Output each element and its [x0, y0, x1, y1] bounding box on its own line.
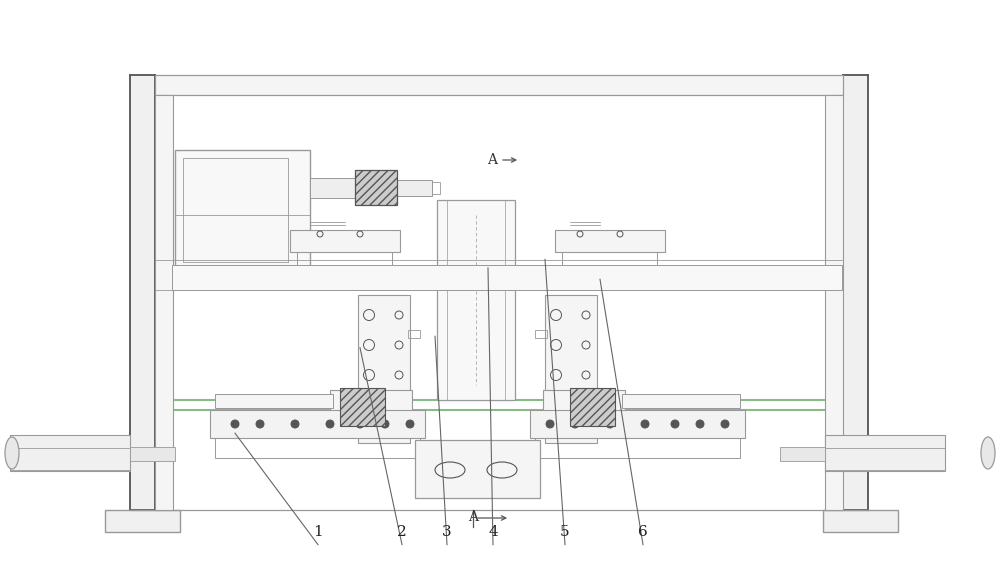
Bar — [10, 435, 130, 471]
Bar — [172, 265, 842, 290]
Text: 1: 1 — [313, 524, 323, 539]
Bar — [630, 428, 740, 434]
Bar — [825, 435, 945, 471]
Circle shape — [546, 420, 554, 428]
Text: 4: 4 — [488, 524, 498, 539]
Bar — [530, 410, 745, 438]
Bar — [543, 390, 625, 424]
Circle shape — [406, 420, 414, 428]
Bar — [215, 420, 333, 427]
Bar — [175, 150, 310, 270]
Bar — [355, 170, 397, 205]
Bar — [10, 448, 130, 470]
Bar — [215, 428, 325, 434]
Bar — [183, 158, 288, 262]
Bar — [215, 438, 420, 458]
Bar — [535, 438, 740, 458]
Circle shape — [671, 420, 679, 428]
Text: A: A — [468, 510, 478, 524]
Circle shape — [606, 420, 614, 428]
Bar — [570, 388, 615, 426]
Bar — [130, 75, 155, 510]
Circle shape — [571, 420, 579, 428]
Text: 2: 2 — [397, 524, 407, 539]
Circle shape — [231, 420, 239, 428]
Bar — [823, 510, 898, 532]
Bar — [210, 410, 425, 438]
Circle shape — [256, 420, 264, 428]
Bar — [555, 230, 665, 252]
Bar — [155, 95, 173, 510]
Bar — [297, 252, 392, 270]
Circle shape — [721, 420, 729, 428]
Bar — [340, 388, 385, 426]
Bar — [622, 420, 740, 427]
Bar — [843, 75, 868, 510]
Bar — [622, 410, 740, 420]
Bar — [432, 182, 440, 194]
Ellipse shape — [981, 437, 995, 469]
Bar — [562, 252, 657, 270]
Bar — [825, 448, 945, 470]
Bar — [330, 390, 412, 424]
Bar — [397, 180, 432, 196]
Circle shape — [356, 420, 364, 428]
Bar — [310, 178, 358, 198]
Circle shape — [641, 420, 649, 428]
Bar — [622, 394, 740, 408]
Bar — [130, 447, 175, 461]
Circle shape — [696, 420, 704, 428]
Text: A: A — [487, 153, 497, 167]
Circle shape — [326, 420, 334, 428]
Text: 6: 6 — [638, 524, 648, 539]
Bar — [437, 200, 515, 400]
Bar — [290, 230, 400, 252]
Bar — [545, 295, 597, 443]
Bar — [155, 75, 843, 95]
Text: 5: 5 — [560, 524, 570, 539]
Bar — [215, 394, 333, 408]
Bar — [408, 330, 420, 338]
Bar — [105, 510, 180, 532]
Bar — [825, 95, 843, 510]
Bar — [780, 447, 825, 461]
Ellipse shape — [5, 437, 19, 469]
Bar — [358, 295, 410, 443]
Bar — [415, 440, 540, 498]
Bar — [215, 410, 333, 420]
Circle shape — [291, 420, 299, 428]
Text: 3: 3 — [442, 524, 452, 539]
Circle shape — [381, 420, 389, 428]
Bar — [535, 330, 547, 338]
